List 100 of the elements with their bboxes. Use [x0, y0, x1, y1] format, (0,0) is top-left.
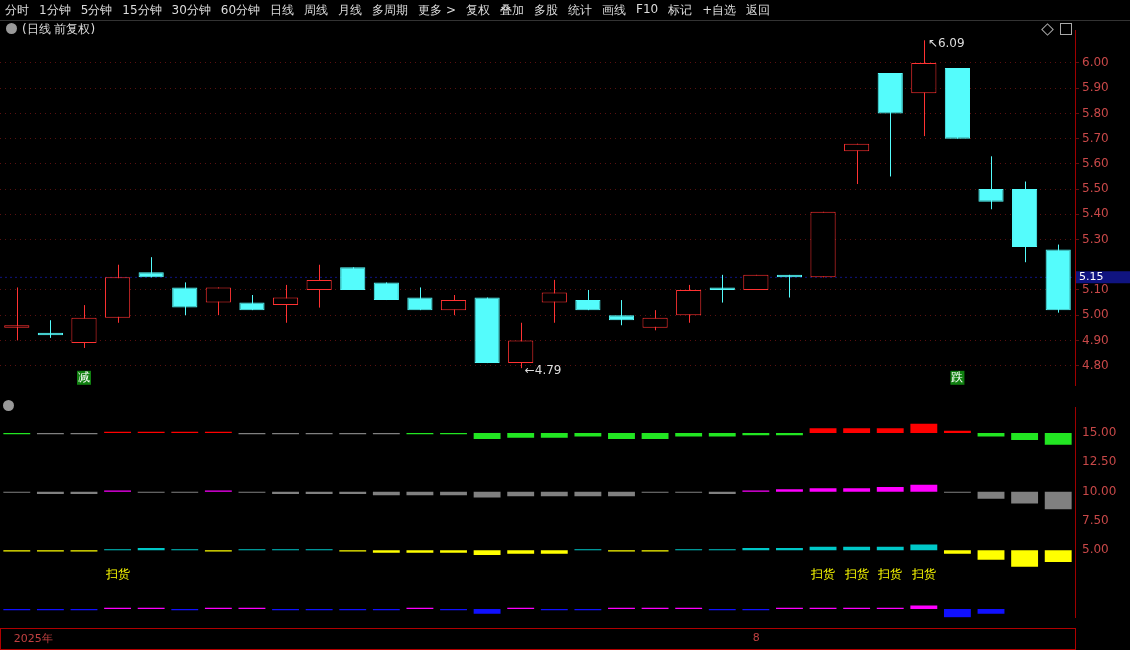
bar	[977, 550, 1005, 560]
bar	[1011, 550, 1039, 567]
bar	[473, 609, 501, 614]
text: 60分钟	[219, 2, 262, 19]
y-tick-label: 15.00	[1082, 425, 1117, 440]
bar	[608, 433, 635, 439]
candlestick	[440, 294, 467, 316]
y-tick-label: 6.00	[1082, 55, 1109, 70]
bar	[473, 550, 501, 556]
y-tick-label: 5.10	[1082, 282, 1109, 297]
bar	[943, 550, 971, 554]
bar	[910, 544, 938, 551]
y-tick-label: 5.80	[1082, 105, 1109, 120]
x-tick-label: 2025年	[13, 631, 53, 646]
bar	[843, 428, 871, 434]
text: 周线	[303, 2, 330, 19]
y-tick-label: 5.60	[1082, 155, 1109, 170]
x-tick-label: 8	[752, 631, 760, 644]
y-tick-label: 5.00	[1082, 307, 1109, 322]
text: 30分钟	[170, 2, 212, 19]
bar	[876, 428, 904, 434]
data-label: 扫货	[910, 567, 936, 582]
text: F10	[635, 1, 660, 18]
bar	[1044, 491, 1072, 510]
bar	[809, 428, 837, 434]
bar	[1044, 433, 1072, 445]
text: 跌	[951, 369, 964, 384]
bar	[440, 550, 467, 553]
y-tick-label: 4.90	[1082, 332, 1109, 347]
y-tick-label: 5.50	[1082, 181, 1109, 196]
data-label: 扫货	[877, 567, 903, 582]
bar	[776, 489, 803, 492]
text: 更多 >	[417, 2, 457, 19]
chart-title: (日线 前复权)	[22, 21, 96, 38]
text: 日线	[269, 2, 296, 19]
bar	[943, 609, 971, 618]
text: 统计	[567, 2, 593, 19]
bar	[843, 488, 871, 492]
text: 多周期	[371, 2, 410, 19]
bar	[574, 433, 602, 437]
text: 月线	[337, 2, 364, 19]
bar	[641, 433, 669, 439]
text: 标记	[667, 2, 694, 19]
bar	[507, 433, 535, 438]
bar	[473, 491, 501, 498]
text: 画线	[601, 2, 627, 19]
data-label: 扫货	[104, 567, 130, 582]
bar	[910, 484, 938, 492]
candlestick	[172, 281, 198, 316]
y-tick-label: 4.80	[1082, 357, 1109, 372]
y-tick-label: 5.90	[1082, 80, 1109, 95]
bar	[1044, 550, 1072, 563]
candlestick	[676, 284, 702, 324]
text: +自选	[701, 2, 738, 19]
text: 5分钟	[79, 2, 114, 19]
annotation: ←4.79	[524, 363, 562, 378]
candlestick	[4, 286, 30, 341]
bar	[809, 488, 837, 492]
bar	[406, 550, 434, 553]
bar	[1011, 491, 1039, 504]
bar	[507, 550, 535, 554]
bar	[910, 605, 938, 609]
annotation: ↖6.09	[927, 36, 965, 51]
y-tick-label: 12.50	[1082, 454, 1117, 469]
y-tick-label: 10.00	[1082, 483, 1117, 498]
candlestick	[205, 286, 231, 316]
candlestick	[71, 304, 97, 349]
text: 返回	[745, 2, 772, 19]
bar	[876, 486, 904, 492]
bar	[473, 433, 501, 439]
y-tick-label: 5.40	[1082, 206, 1109, 221]
bar	[675, 433, 703, 437]
candlestick	[541, 279, 567, 324]
text: 多股	[533, 2, 559, 19]
bar	[910, 423, 938, 434]
bar	[1011, 433, 1039, 441]
data-label: 扫货	[843, 567, 869, 582]
candlestick	[709, 274, 735, 304]
bar	[372, 550, 400, 553]
bar	[977, 491, 1005, 499]
text: 1分钟	[38, 2, 72, 19]
bar	[977, 609, 1005, 614]
text: 分时	[4, 2, 30, 19]
ref-line-label: 5.15	[1079, 270, 1104, 284]
text: 复权	[465, 2, 491, 19]
bar	[708, 433, 736, 437]
y-tick-label: 5.00	[1082, 542, 1109, 557]
bar	[977, 433, 1005, 437]
bar	[540, 433, 568, 438]
candlestick	[978, 155, 1004, 210]
y-tick-label: 5.70	[1082, 130, 1109, 145]
candlestick	[306, 264, 332, 309]
candlestick	[608, 299, 635, 326]
bar	[540, 550, 568, 554]
candlestick	[642, 309, 668, 331]
text: 叠加	[499, 2, 525, 19]
y-tick-label: 5.30	[1082, 231, 1109, 246]
text: 15分钟	[121, 2, 163, 19]
text: 减	[77, 369, 90, 384]
data-label: 扫货	[810, 567, 836, 582]
